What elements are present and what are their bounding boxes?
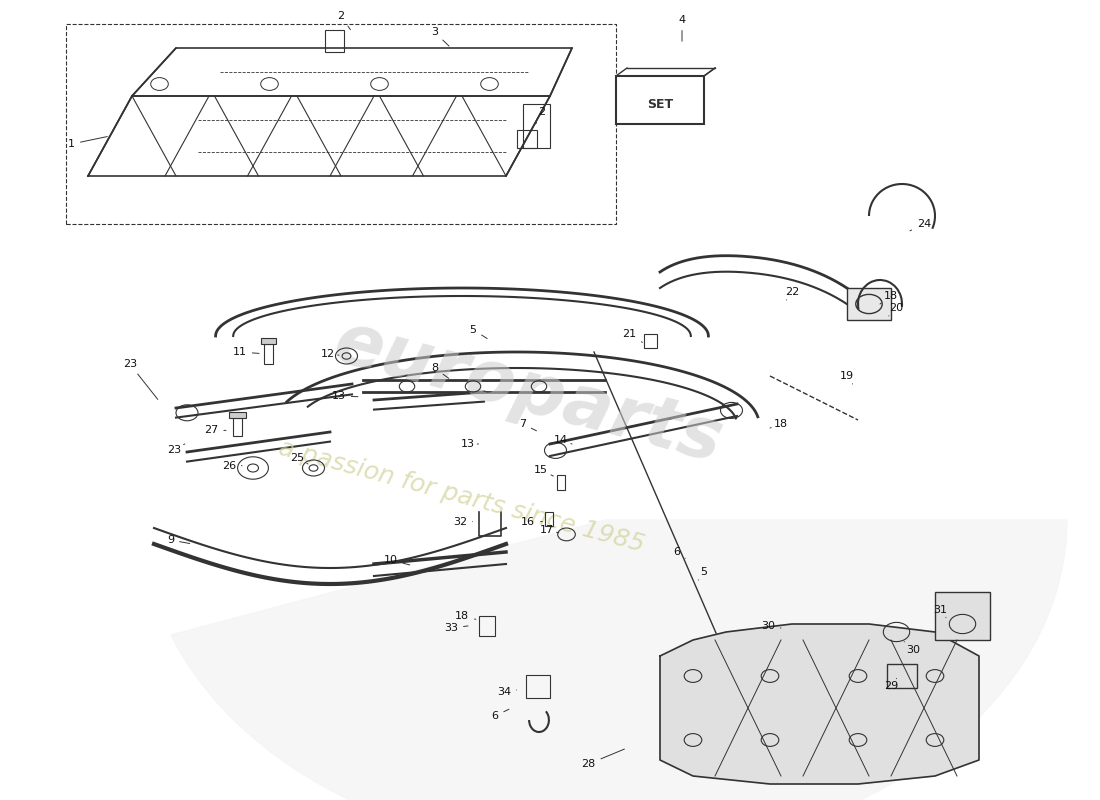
Text: 19: 19 <box>840 371 854 384</box>
Bar <box>544 512 553 526</box>
Text: 8: 8 <box>431 363 449 378</box>
Text: 31: 31 <box>934 605 947 618</box>
Text: 12: 12 <box>321 349 339 358</box>
Wedge shape <box>170 520 1067 800</box>
Text: 32: 32 <box>453 517 472 526</box>
Bar <box>324 30 344 52</box>
Text: 28: 28 <box>582 749 625 769</box>
Text: 10: 10 <box>384 555 410 565</box>
Text: 5: 5 <box>698 567 707 580</box>
Text: 16: 16 <box>521 517 542 526</box>
Bar <box>229 412 246 418</box>
Text: 2: 2 <box>338 11 351 30</box>
Text: 33: 33 <box>444 623 468 633</box>
Text: 4: 4 <box>679 15 685 42</box>
Bar <box>935 592 990 640</box>
Text: europarts: europarts <box>327 307 729 477</box>
Text: 24: 24 <box>910 219 931 230</box>
Bar <box>233 418 242 436</box>
Text: 17: 17 <box>540 525 559 534</box>
Bar <box>522 104 550 148</box>
Text: 5: 5 <box>470 325 487 338</box>
Text: 2: 2 <box>536 107 544 124</box>
Text: 14: 14 <box>554 435 572 445</box>
Text: 1: 1 <box>68 137 108 149</box>
Polygon shape <box>660 624 979 784</box>
Text: 30: 30 <box>904 642 920 654</box>
Text: 13: 13 <box>332 391 358 401</box>
Text: 23: 23 <box>167 444 185 454</box>
Text: 18: 18 <box>770 419 788 429</box>
Text: 15: 15 <box>535 466 553 476</box>
Bar <box>526 675 550 698</box>
Text: 27: 27 <box>205 426 225 435</box>
Bar <box>261 338 276 344</box>
Text: SET: SET <box>647 98 673 110</box>
Text: 30: 30 <box>761 621 781 630</box>
Bar <box>557 475 565 490</box>
Bar <box>847 288 891 320</box>
Text: 18: 18 <box>455 611 476 621</box>
Text: 20: 20 <box>889 303 903 316</box>
Text: 18: 18 <box>880 291 898 304</box>
Text: 9: 9 <box>167 535 190 545</box>
Text: 21: 21 <box>623 330 642 342</box>
Text: 34: 34 <box>497 687 517 697</box>
Text: 22: 22 <box>785 287 799 300</box>
Bar <box>616 76 704 124</box>
Text: 23: 23 <box>123 359 157 399</box>
Text: 3: 3 <box>431 27 449 46</box>
Text: a passion for parts since 1985: a passion for parts since 1985 <box>276 435 648 557</box>
Text: 26: 26 <box>222 461 242 470</box>
Text: 6: 6 <box>673 547 685 558</box>
Bar <box>644 334 657 348</box>
Text: 13: 13 <box>461 439 478 449</box>
Text: 25: 25 <box>290 453 308 464</box>
Bar <box>478 616 495 636</box>
Text: 11: 11 <box>233 347 258 357</box>
Bar <box>887 664 917 688</box>
Text: 29: 29 <box>884 678 898 691</box>
Text: 7: 7 <box>519 419 537 430</box>
Bar <box>264 344 273 364</box>
Text: 6: 6 <box>492 710 509 721</box>
Bar <box>517 130 537 148</box>
